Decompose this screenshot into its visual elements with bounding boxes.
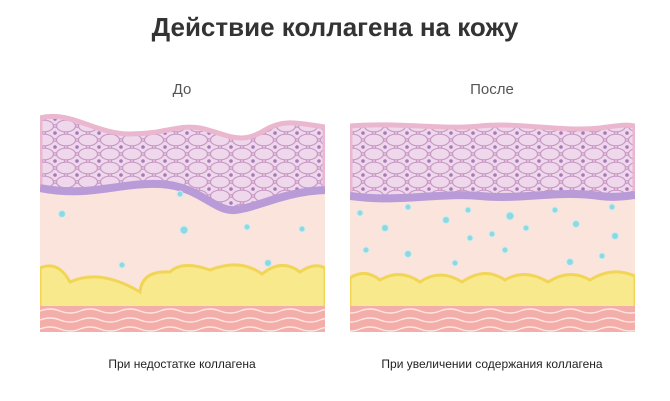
collagen-dot [179,225,189,235]
collagen-dot [243,223,251,231]
collagen-dots [356,203,619,267]
muscle-layer [350,306,635,332]
collagen-dot [572,220,580,228]
collagen-dot [381,224,389,232]
collagen-dot [451,259,459,267]
caption: При недостатке коллагена [108,357,256,371]
basal-layer [350,190,635,203]
basal-layer [40,179,325,215]
caption: При увеличении содержания коллагена [381,357,602,371]
muscle-layer [40,306,325,332]
collagen-dot [501,246,509,254]
collagen-dot [464,206,472,214]
collagen-dot [466,234,474,242]
collagen-dot [611,232,619,240]
collagen-dot [118,261,126,269]
panel-label: До [173,81,192,98]
collagen-dot [176,190,184,198]
collagen-dot [264,259,272,267]
collagen-dot [551,206,559,214]
collagen-dot [566,258,574,266]
collagen-dot [442,216,450,224]
collagen-dot [362,246,370,254]
collagen-dot [488,230,496,238]
collagen-dot [356,209,364,217]
collagen-dot [505,211,515,221]
collagen-dot [404,203,412,211]
collagen-dots [58,190,306,269]
collagen-dot [404,250,412,258]
collagen-dot [598,252,606,260]
collagen-dot [58,210,66,218]
skin-before [40,113,325,332]
title: Действие коллагена на кожу [152,12,519,42]
skin-after [350,122,635,332]
collagen-dot [522,224,530,232]
collagen-dot [608,203,616,211]
panel-label: После [470,81,514,98]
collagen-dot [298,225,306,233]
